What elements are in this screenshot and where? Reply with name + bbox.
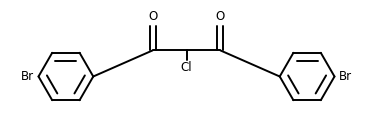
Text: Br: Br: [339, 70, 352, 83]
Text: Cl: Cl: [181, 61, 192, 74]
Text: O: O: [216, 10, 225, 23]
Text: O: O: [148, 10, 157, 23]
Text: Br: Br: [21, 70, 34, 83]
